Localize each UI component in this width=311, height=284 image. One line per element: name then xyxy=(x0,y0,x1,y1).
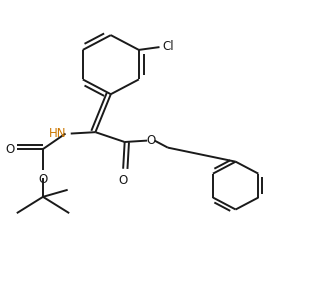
Text: O: O xyxy=(146,134,156,147)
Text: O: O xyxy=(5,143,15,156)
Text: O: O xyxy=(118,174,128,187)
Text: Cl: Cl xyxy=(162,40,174,53)
Text: HN: HN xyxy=(49,127,66,140)
Text: O: O xyxy=(38,173,48,186)
